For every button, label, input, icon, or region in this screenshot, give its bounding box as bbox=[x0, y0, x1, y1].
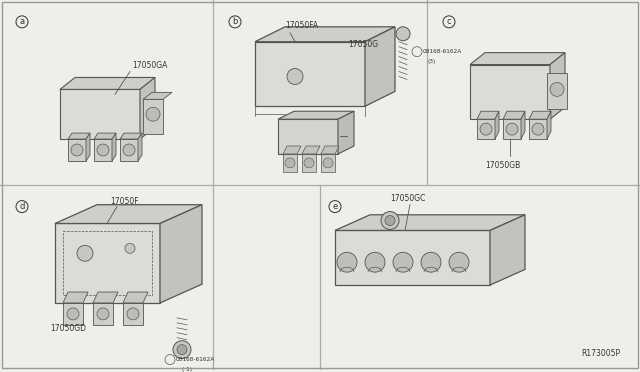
Polygon shape bbox=[470, 65, 550, 119]
Circle shape bbox=[71, 144, 83, 156]
Polygon shape bbox=[160, 205, 202, 303]
Circle shape bbox=[123, 144, 135, 156]
Circle shape bbox=[97, 144, 109, 156]
Circle shape bbox=[421, 252, 441, 272]
Polygon shape bbox=[503, 119, 521, 139]
Polygon shape bbox=[93, 303, 113, 325]
Text: 17050F: 17050F bbox=[110, 197, 139, 206]
Polygon shape bbox=[547, 111, 551, 139]
Text: (3): (3) bbox=[428, 59, 436, 64]
Polygon shape bbox=[521, 111, 525, 139]
Circle shape bbox=[67, 308, 79, 320]
Polygon shape bbox=[302, 146, 320, 154]
Polygon shape bbox=[86, 133, 90, 161]
Circle shape bbox=[165, 355, 175, 365]
Polygon shape bbox=[495, 111, 499, 139]
Polygon shape bbox=[490, 215, 525, 285]
Polygon shape bbox=[529, 119, 547, 139]
Polygon shape bbox=[93, 292, 118, 303]
Polygon shape bbox=[321, 146, 339, 154]
Circle shape bbox=[396, 27, 410, 41]
Polygon shape bbox=[283, 154, 297, 172]
Text: 08168-6162A: 08168-6162A bbox=[176, 357, 215, 362]
Text: 17050GA: 17050GA bbox=[132, 61, 168, 70]
Circle shape bbox=[125, 243, 135, 253]
Circle shape bbox=[177, 345, 187, 355]
Polygon shape bbox=[321, 154, 335, 172]
Text: R173005P: R173005P bbox=[581, 349, 620, 357]
Circle shape bbox=[287, 68, 303, 84]
Circle shape bbox=[323, 158, 333, 168]
Polygon shape bbox=[112, 133, 116, 161]
Polygon shape bbox=[120, 139, 138, 161]
Text: 17050FA: 17050FA bbox=[285, 21, 318, 30]
Polygon shape bbox=[550, 53, 565, 119]
Polygon shape bbox=[143, 99, 163, 134]
Circle shape bbox=[97, 308, 109, 320]
Text: 08168-6162A: 08168-6162A bbox=[423, 49, 462, 54]
Polygon shape bbox=[120, 133, 142, 139]
Circle shape bbox=[127, 308, 139, 320]
Polygon shape bbox=[547, 73, 567, 109]
Text: a: a bbox=[19, 17, 24, 26]
Circle shape bbox=[337, 252, 357, 272]
Polygon shape bbox=[60, 89, 140, 139]
Text: 17050GC: 17050GC bbox=[390, 194, 426, 203]
Polygon shape bbox=[477, 119, 495, 139]
Polygon shape bbox=[143, 92, 172, 99]
Polygon shape bbox=[63, 292, 88, 303]
Polygon shape bbox=[123, 292, 148, 303]
Circle shape bbox=[449, 252, 469, 272]
Polygon shape bbox=[255, 42, 365, 106]
Circle shape bbox=[304, 158, 314, 168]
Polygon shape bbox=[255, 27, 395, 42]
Text: b: b bbox=[232, 17, 237, 26]
Polygon shape bbox=[138, 133, 142, 161]
Polygon shape bbox=[335, 230, 490, 285]
Polygon shape bbox=[94, 139, 112, 161]
Polygon shape bbox=[68, 133, 90, 139]
Circle shape bbox=[365, 252, 385, 272]
Polygon shape bbox=[140, 77, 155, 139]
Circle shape bbox=[393, 252, 413, 272]
Text: c: c bbox=[447, 17, 451, 26]
Text: 17050GD: 17050GD bbox=[50, 324, 86, 333]
Circle shape bbox=[550, 83, 564, 96]
Circle shape bbox=[285, 158, 295, 168]
Polygon shape bbox=[278, 111, 354, 119]
Polygon shape bbox=[278, 119, 338, 154]
Circle shape bbox=[412, 46, 422, 57]
Circle shape bbox=[532, 123, 544, 135]
Text: 17050GB: 17050GB bbox=[485, 161, 520, 170]
Polygon shape bbox=[529, 111, 551, 119]
Polygon shape bbox=[302, 154, 316, 172]
Polygon shape bbox=[470, 53, 565, 65]
Circle shape bbox=[77, 246, 93, 261]
Circle shape bbox=[146, 107, 160, 121]
Polygon shape bbox=[94, 133, 116, 139]
Text: 17050G: 17050G bbox=[348, 40, 378, 49]
Polygon shape bbox=[63, 303, 83, 325]
Circle shape bbox=[173, 341, 191, 359]
Polygon shape bbox=[68, 139, 86, 161]
Circle shape bbox=[506, 123, 518, 135]
Polygon shape bbox=[477, 111, 499, 119]
Polygon shape bbox=[123, 303, 143, 325]
Polygon shape bbox=[335, 215, 525, 230]
Polygon shape bbox=[55, 224, 160, 303]
Text: ( 1): ( 1) bbox=[182, 367, 192, 372]
Polygon shape bbox=[60, 77, 155, 89]
Polygon shape bbox=[55, 205, 202, 224]
Text: e: e bbox=[332, 202, 338, 211]
Circle shape bbox=[381, 212, 399, 230]
Circle shape bbox=[385, 215, 395, 225]
Polygon shape bbox=[338, 111, 354, 154]
Circle shape bbox=[480, 123, 492, 135]
Polygon shape bbox=[283, 146, 301, 154]
Polygon shape bbox=[503, 111, 525, 119]
Polygon shape bbox=[365, 27, 395, 106]
Text: d: d bbox=[19, 202, 25, 211]
